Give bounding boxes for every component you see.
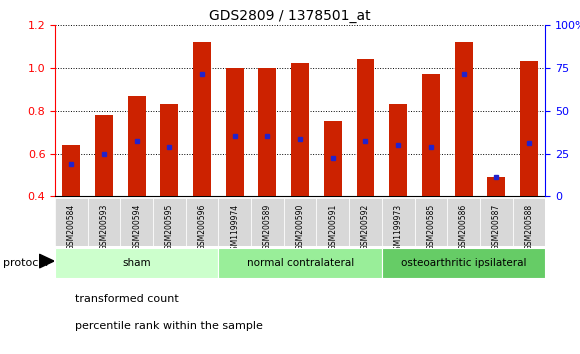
Bar (382, 248, 545, 278)
Bar (95, 115, 113, 196)
Bar (513, 198, 545, 246)
Text: percentile rank within the sample: percentile rank within the sample (75, 321, 263, 331)
Text: GSM200588: GSM200588 (524, 204, 534, 250)
Bar (186, 198, 219, 246)
Bar (259, 68, 277, 196)
Bar (161, 104, 179, 196)
Text: GSM200586: GSM200586 (459, 204, 468, 250)
Text: GSM200587: GSM200587 (492, 204, 501, 250)
Bar (349, 198, 382, 246)
Bar (219, 248, 382, 278)
Bar (55, 198, 88, 246)
Text: GSM200590: GSM200590 (296, 204, 304, 250)
Text: GSM200584: GSM200584 (67, 204, 76, 250)
Text: GSM200595: GSM200595 (165, 204, 174, 250)
Bar (226, 68, 244, 196)
Text: GSM200591: GSM200591 (328, 204, 338, 250)
Bar (455, 42, 473, 196)
Text: GSM200594: GSM200594 (132, 204, 142, 250)
Bar (357, 59, 375, 196)
Bar (153, 198, 186, 246)
Bar (219, 198, 251, 246)
Bar (480, 198, 513, 246)
Bar (382, 198, 415, 246)
Text: GSM1199974: GSM1199974 (230, 204, 240, 255)
Text: normal contralateral: normal contralateral (246, 258, 354, 268)
Bar (291, 63, 309, 196)
Bar (121, 198, 153, 246)
Bar (520, 61, 538, 196)
Bar (415, 198, 447, 246)
Text: GSM200589: GSM200589 (263, 204, 272, 250)
Text: transformed count: transformed count (75, 294, 179, 304)
Text: GDS2809 / 1378501_at: GDS2809 / 1378501_at (209, 9, 371, 23)
Polygon shape (39, 254, 54, 268)
Bar (55, 248, 219, 278)
Bar (487, 177, 505, 196)
Text: osteoarthritic ipsilateral: osteoarthritic ipsilateral (401, 258, 526, 268)
Bar (447, 198, 480, 246)
Bar (128, 96, 146, 196)
Bar (251, 198, 284, 246)
Bar (422, 74, 440, 196)
Text: protocol: protocol (3, 258, 48, 268)
Bar (88, 198, 121, 246)
Text: GSM200593: GSM200593 (100, 204, 108, 250)
Text: GSM200596: GSM200596 (198, 204, 206, 250)
Bar (63, 145, 81, 196)
Bar (193, 42, 211, 196)
Text: sham: sham (122, 258, 151, 268)
Text: GSM200592: GSM200592 (361, 204, 370, 250)
Bar (324, 121, 342, 196)
Bar (389, 104, 407, 196)
Text: GSM1199973: GSM1199973 (394, 204, 403, 255)
Bar (284, 198, 317, 246)
Bar (317, 198, 349, 246)
Text: GSM200585: GSM200585 (426, 204, 436, 250)
